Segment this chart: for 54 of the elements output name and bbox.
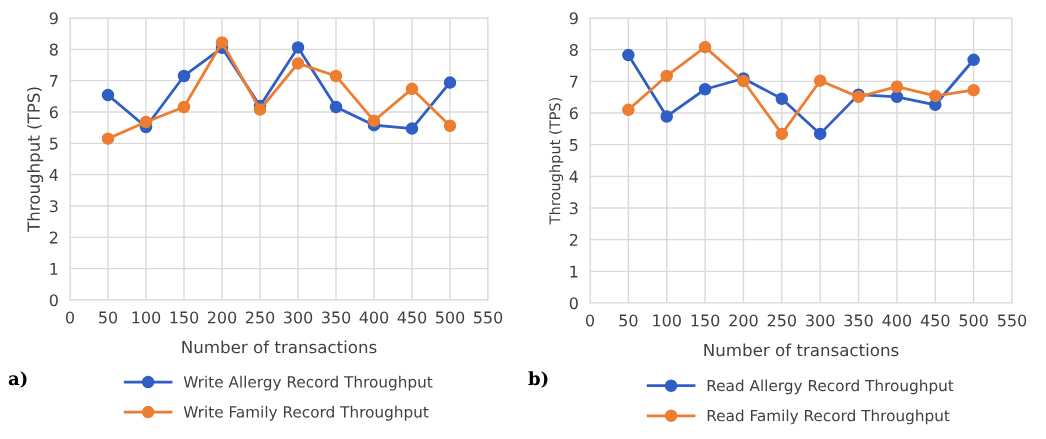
x-tick-label: 250	[767, 314, 796, 327]
y-tick-label: 6	[569, 107, 578, 120]
y-tick-label: 4	[569, 170, 578, 183]
x-tick-label: 150	[170, 311, 199, 324]
x-tick-label: 500	[435, 311, 465, 324]
y-tick-label: 5	[569, 139, 578, 151]
x-tick-label: 350	[321, 311, 351, 324]
x-tick-label: 250	[245, 311, 275, 324]
y-axis-title: Throughput (TPS)	[549, 97, 564, 225]
x-tick-label: 0	[65, 311, 75, 324]
x-tick-label: 200	[207, 311, 237, 324]
x-tick-label: 400	[882, 314, 912, 327]
y-tick-label: 1	[570, 265, 578, 278]
x-tick-label: 100	[653, 314, 681, 327]
y-tick-label: 5	[49, 137, 58, 150]
x-tick-label: 50	[99, 311, 118, 324]
y-tick-label: 9	[49, 12, 58, 25]
x-tick-label: 150	[691, 314, 720, 327]
x-tick-label: 0	[585, 314, 595, 327]
legend-label: Write Family Record Throughput	[183, 405, 429, 421]
text: a)	[8, 371, 27, 388]
y-tick-label: 7	[570, 75, 578, 88]
x-tick-label: 300	[806, 314, 835, 327]
y-tick-label: 2	[569, 233, 578, 246]
x-tick-label: 450	[397, 311, 427, 324]
x-tick-label: 550	[997, 314, 1027, 327]
y-tick-label: 4	[49, 169, 58, 181]
x-tick-label: 100	[132, 311, 161, 324]
x-tick-label: 200	[729, 314, 758, 327]
x-axis-title: Number of transactions	[704, 343, 899, 357]
x-tick-label: 50	[619, 314, 638, 327]
legend-label: Read Family Record Throughput	[707, 409, 950, 425]
y-axis-title: Throughput (TPS)	[27, 87, 44, 233]
y-tick-label: 3	[49, 200, 58, 213]
y-tick-label: 0	[569, 297, 578, 310]
x-axis-title: Number of transactions	[182, 340, 377, 354]
y-tick-label: 6	[49, 106, 58, 119]
y-tick-label: 8	[49, 43, 58, 56]
legend-label: Write Allergy Record Throughput	[183, 375, 433, 391]
x-tick-label: 450	[920, 314, 950, 327]
text: b)	[528, 371, 548, 388]
y-tick-label: 1	[50, 263, 58, 275]
y-tick-label: 0	[49, 294, 58, 307]
x-tick-label: 550	[473, 311, 503, 324]
x-tick-label: 350	[844, 314, 873, 327]
x-tick-label: 300	[283, 311, 313, 324]
y-tick-label: 3	[569, 202, 578, 215]
y-tick-label: 8	[569, 43, 578, 56]
x-tick-label: 500	[959, 314, 988, 327]
x-tick-label: 400	[359, 311, 389, 324]
y-tick-label: 9	[569, 12, 578, 25]
y-tick-label: 2	[49, 231, 58, 244]
y-tick-label: 7	[50, 75, 58, 87]
legend-label: Read Allergy Record Throughput	[707, 379, 954, 395]
